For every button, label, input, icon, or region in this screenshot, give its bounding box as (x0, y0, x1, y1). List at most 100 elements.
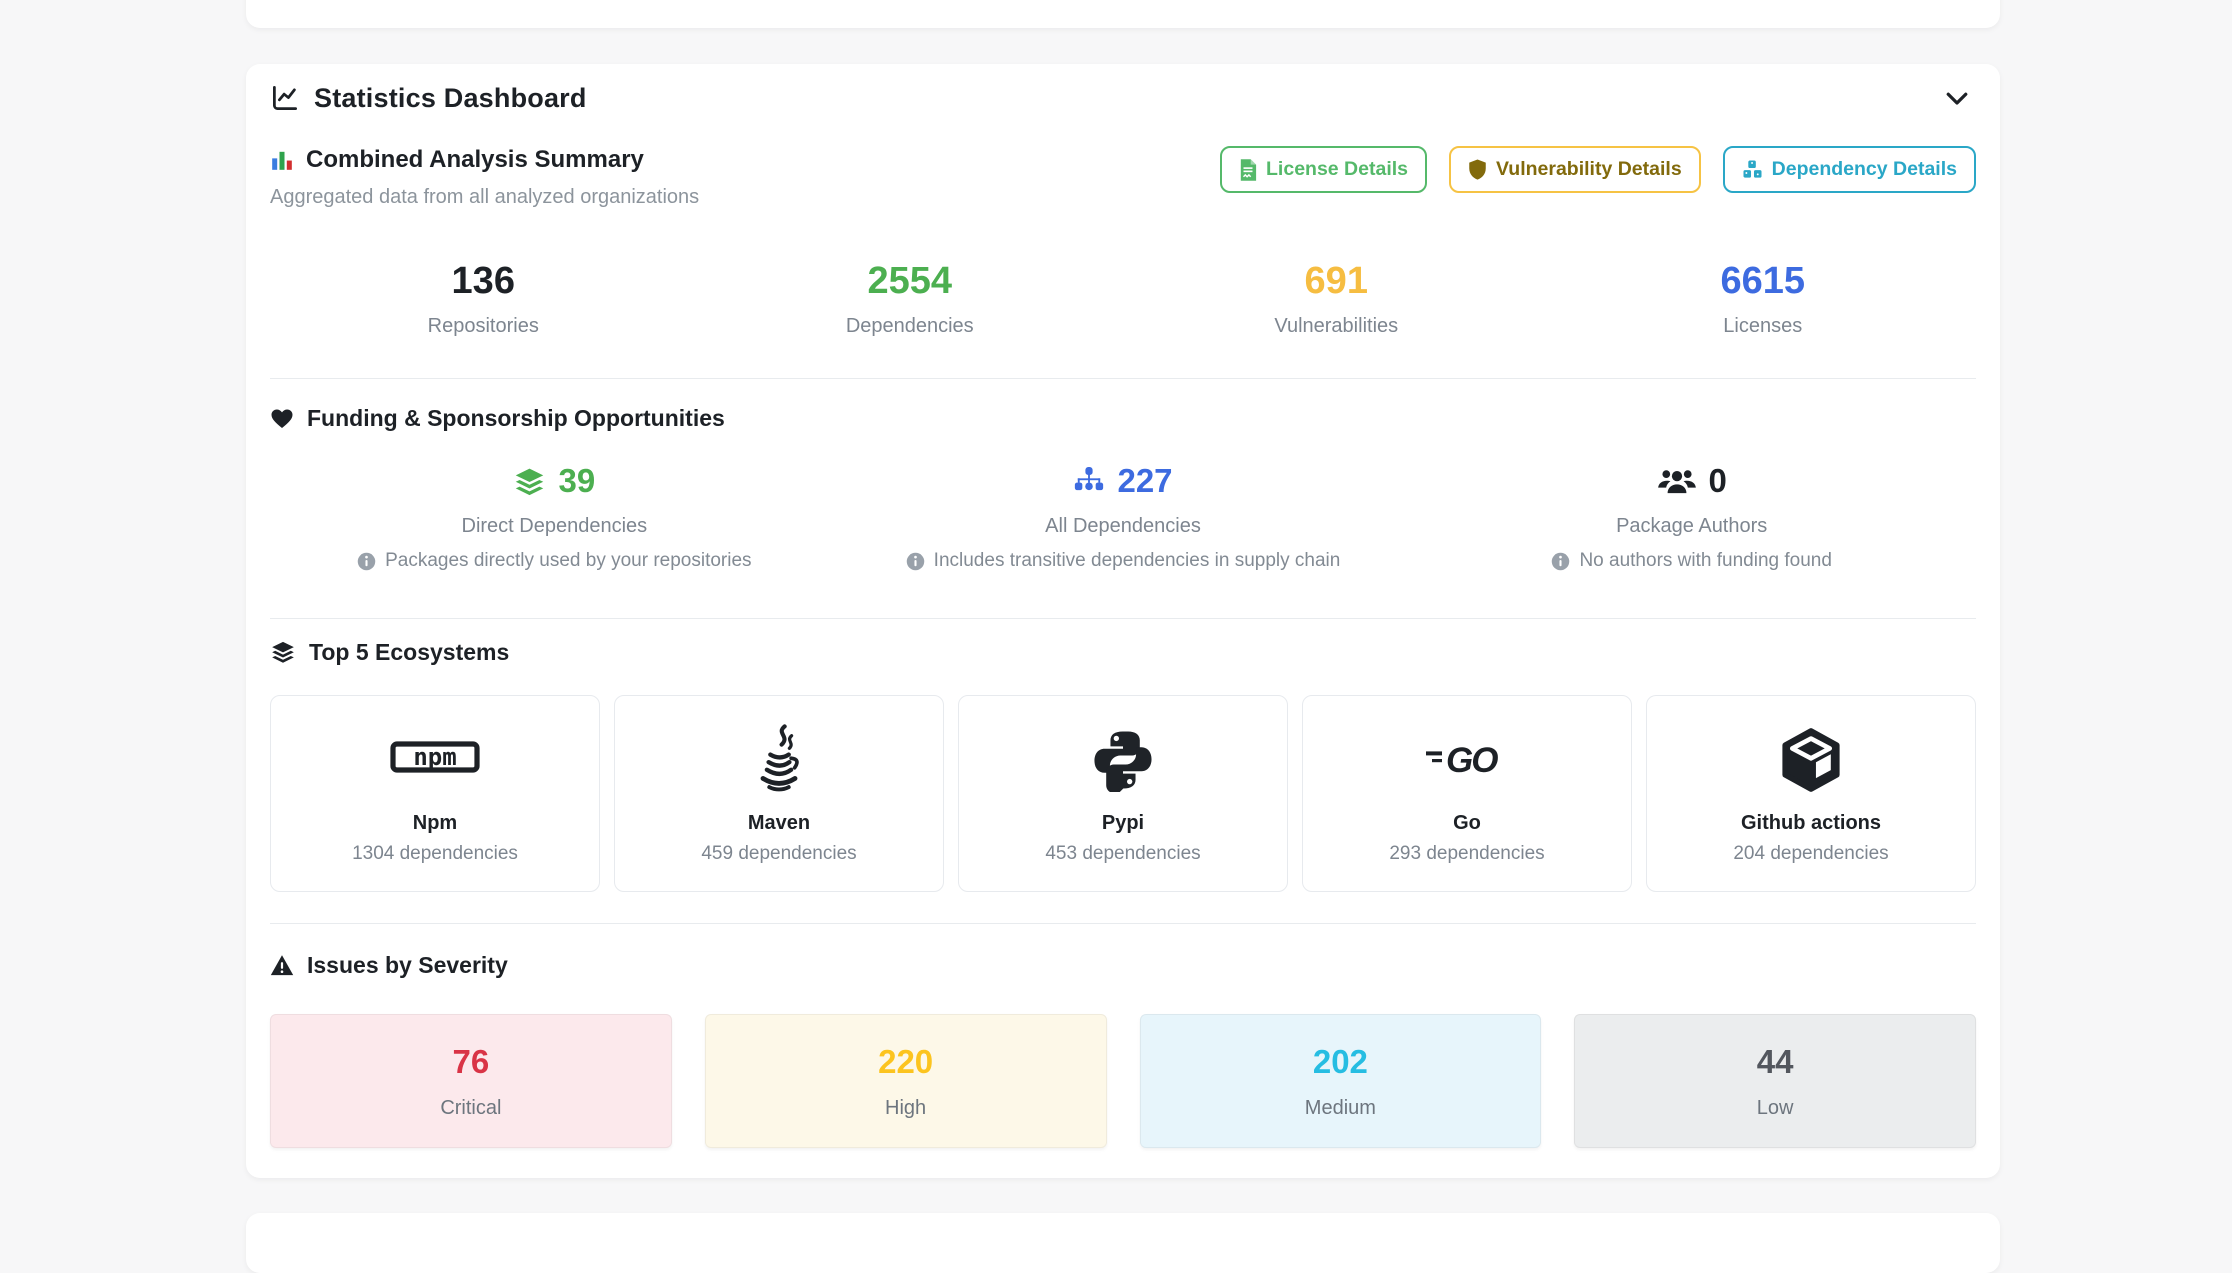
license-file-icon (1239, 158, 1257, 181)
ecosystem-name: Maven (747, 812, 811, 834)
severity-value: 76 (452, 1042, 490, 1080)
stat-label: Vulnerabilities (1274, 315, 1399, 337)
svg-text:npm: npm (413, 743, 456, 771)
ecosystem-name: Npm (412, 812, 458, 834)
collapse-button[interactable] (1938, 79, 1976, 117)
ecosystem-cards: npm Npm 1304 dependencies (270, 695, 1976, 892)
section-divider (270, 378, 1976, 379)
summary-title: Combined Analysis Summary (306, 146, 644, 173)
license-details-button[interactable]: License Details (1220, 146, 1427, 193)
stat-repositories: 136 Repositories (270, 259, 697, 338)
chart-line-icon (270, 83, 300, 113)
ecosystem-card-go: GO Go 293 dependencies (1302, 695, 1632, 892)
ecosystem-count: 459 dependencies (701, 843, 857, 864)
vulnerability-details-button[interactable]: Vulnerability Details (1449, 146, 1701, 193)
info-icon (1551, 552, 1570, 571)
info-icon (906, 552, 925, 571)
funding-all-dependencies: 227 All Dependencies Includes transitive… (839, 461, 1408, 572)
section-divider (270, 923, 1976, 924)
cubes-icon (1741, 159, 1763, 180)
summary-buttons: License Details Vulnerability Details (1220, 146, 1976, 193)
severity-value: 44 (1756, 1042, 1794, 1080)
section-divider (270, 618, 1976, 619)
funding-value: 227 (1117, 462, 1173, 499)
npm-icon: npm (389, 736, 481, 784)
page-title: Statistics Dashboard (314, 82, 587, 113)
layers-icon (270, 639, 296, 665)
stat-label: Repositories (427, 315, 539, 337)
button-label: Vulnerability Details (1496, 158, 1682, 180)
funding-package-authors: 0 Package Authors No authors with fundin… (1407, 461, 1976, 572)
summary-subtitle: Aggregated data from all analyzed organi… (270, 186, 700, 208)
severity-title: Issues by Severity (307, 951, 508, 978)
ecosystem-count: 204 dependencies (1733, 843, 1889, 864)
funding-label: Direct Dependencies (461, 515, 648, 537)
dependency-details-button[interactable]: Dependency Details (1722, 146, 1976, 193)
stat-label: Dependencies (845, 315, 974, 337)
combined-analysis-summary: Combined Analysis Summary Aggregated dat… (270, 146, 1976, 209)
java-icon (753, 722, 805, 798)
ecosystem-name: Github actions (1741, 812, 1881, 834)
stat-label: Licenses (1723, 315, 1803, 337)
severity-box-low: 44 Low (1574, 1014, 1976, 1148)
funding-label: All Dependencies (1045, 515, 1201, 537)
python-icon (1091, 728, 1155, 792)
stat-vulnerabilities: 691 Vulnerabilities (1123, 259, 1550, 338)
ecosystem-card-npm: npm Npm 1304 dependencies (270, 695, 600, 892)
ecosystem-count: 453 dependencies (1045, 843, 1201, 864)
layers-icon (513, 465, 546, 498)
users-icon (1657, 465, 1697, 497)
severity-box-critical: 76 Critical (270, 1014, 672, 1148)
stat-value: 136 (451, 260, 515, 302)
severity-label: Low (1756, 1096, 1794, 1119)
button-label: License Details (1266, 158, 1408, 180)
funding-items: 39 Direct Dependencies Packages directly… (270, 461, 1976, 572)
go-icon: GO (1420, 737, 1514, 783)
funding-info-text: No authors with funding found (1579, 550, 1832, 571)
severity-label: Medium (1304, 1096, 1376, 1119)
button-label: Dependency Details (1771, 158, 1957, 180)
statistics-dashboard-card: Statistics Dashboard Combined Analysis S… (246, 64, 2000, 1178)
ecosystem-count: 1304 dependencies (352, 843, 518, 864)
next-card-partial (246, 1213, 2000, 1273)
info-icon (357, 552, 376, 571)
stat-value: 2554 (867, 260, 953, 302)
summary-stats: 136 Repositories 2554 Dependencies 691 V… (270, 259, 1976, 338)
stat-dependencies: 2554 Dependencies (697, 259, 1124, 338)
cube-icon (1778, 727, 1844, 793)
funding-value: 0 (1708, 462, 1727, 499)
ecosystem-card-maven: Maven 459 dependencies (614, 695, 944, 892)
dashboard-header: Statistics Dashboard (270, 64, 1976, 116)
severity-value: 220 (878, 1042, 934, 1080)
severity-box-high: 220 High (704, 1014, 1107, 1148)
svg-text:GO: GO (1446, 741, 1498, 780)
funding-label: Package Authors (1616, 515, 1768, 537)
severity-label: Critical (440, 1096, 502, 1119)
ecosystem-card-pypi: Pypi 453 dependencies (958, 695, 1288, 892)
previous-card-partial (246, 0, 2000, 28)
sitemap-icon (1073, 465, 1105, 497)
funding-info-text: Includes transitive dependencies in supp… (933, 550, 1341, 571)
severity-section-header: Issues by Severity (270, 950, 1976, 980)
stat-licenses: 6615 Licenses (1550, 259, 1977, 338)
funding-title: Funding & Sponsorship Opportunities (307, 404, 725, 431)
stat-value: 691 (1304, 260, 1368, 302)
bar-chart-icon (270, 148, 294, 172)
stat-value: 6615 (1720, 260, 1806, 302)
ecosystems-section-header: Top 5 Ecosystems (270, 637, 1976, 667)
chevron-down-icon (1942, 83, 1972, 113)
ecosystem-count: 293 dependencies (1389, 843, 1545, 864)
severity-value: 202 (1312, 1042, 1368, 1080)
severity-boxes: 76 Critical 220 High 202 Medium 44 Low (270, 1014, 1976, 1148)
funding-section-header: Funding & Sponsorship Opportunities (270, 403, 1976, 433)
severity-box-medium: 202 Medium (1139, 1014, 1542, 1148)
funding-direct-dependencies: 39 Direct Dependencies Packages directly… (270, 461, 839, 572)
shield-icon (1468, 158, 1487, 181)
ecosystem-card-github-actions: Github actions 204 dependencies (1646, 695, 1976, 892)
funding-info-text: Packages directly used by your repositor… (385, 550, 752, 571)
funding-value: 39 (558, 462, 596, 499)
heart-icon (270, 407, 294, 429)
warning-icon (270, 954, 294, 977)
ecosystems-title: Top 5 Ecosystems (309, 638, 510, 665)
severity-label: High (885, 1096, 927, 1119)
